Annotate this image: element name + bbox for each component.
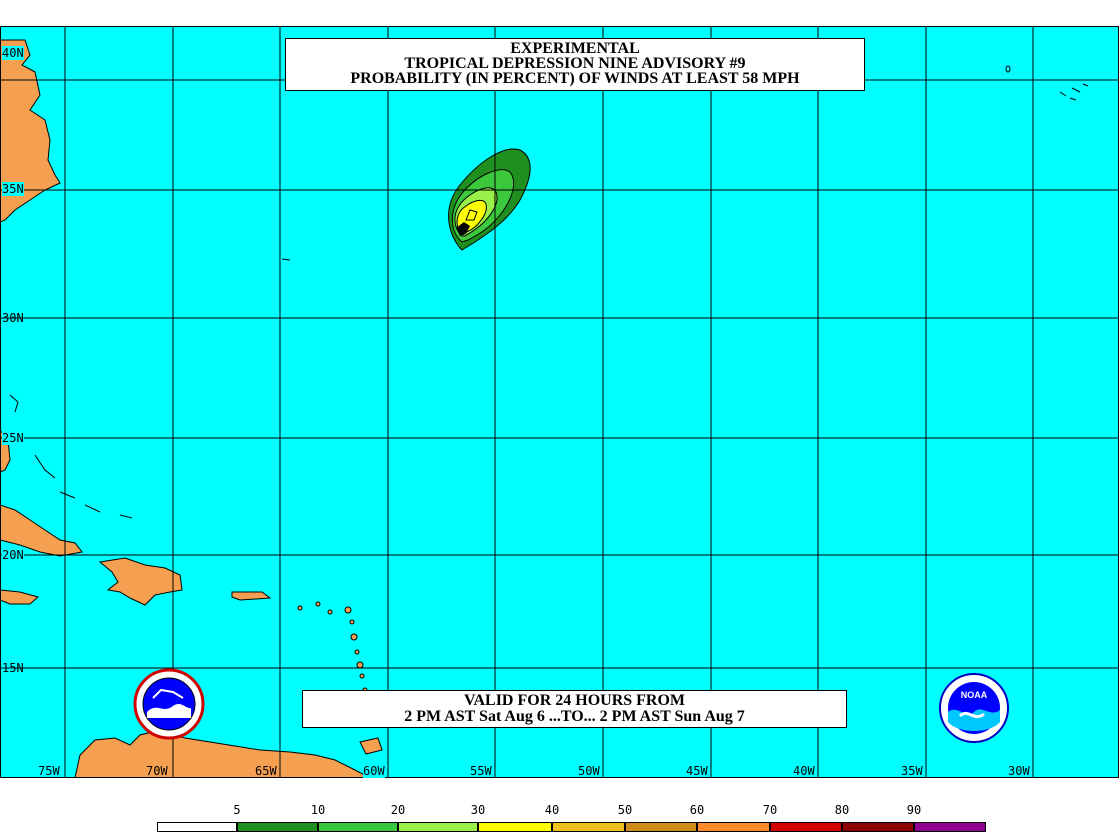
valid-line-1: VALID FOR 24 HOURS FROM (463, 692, 686, 709)
contour-50 (465, 209, 478, 221)
noaa-logo-text: NOAA (961, 690, 988, 700)
land-bahamas (9, 394, 133, 519)
land-trinidad (359, 737, 383, 755)
scale-label-30: 30 (470, 803, 486, 817)
contour-60 (456, 222, 470, 236)
valid-period-box: VALID FOR 24 HOURS FROM 2 PM AST Sat Aug… (302, 690, 847, 728)
noaa-logo: NOAA (939, 673, 1009, 743)
lat-label-20n: 20N (2, 548, 24, 562)
lat-label-25n: 25N (2, 431, 24, 445)
color-scale-segment (552, 822, 625, 832)
title-line-3: PROBABILITY (IN PERCENT) OF WINDS AT LEA… (350, 70, 800, 87)
color-scale-segment (318, 822, 398, 832)
scale-label-20: 20 (390, 803, 406, 817)
lat-label-35n: 35N (2, 182, 24, 196)
land-bermuda (281, 258, 291, 261)
color-scale-segment (770, 822, 842, 832)
color-scale-segment (842, 822, 914, 832)
color-scale-segment (914, 822, 986, 832)
scale-label-10: 10 (310, 803, 326, 817)
land-hispaniola (98, 557, 183, 606)
title-line-2: TROPICAL DEPRESSION NINE ADVISORY #9 (404, 55, 746, 72)
color-scale-segment (398, 822, 478, 832)
lon-label-35w: 35W (901, 764, 923, 778)
lon-label-75w: 75W (38, 764, 60, 778)
nws-logo (133, 668, 205, 740)
title-box: EXPERIMENTAL TROPICAL DEPRESSION NINE AD… (285, 38, 865, 91)
map-canvas (0, 26, 1119, 778)
probability-contours (448, 148, 531, 251)
lon-label-40w: 40W (793, 764, 815, 778)
scale-label-50: 50 (617, 803, 633, 817)
lon-label-55w: 55W (470, 764, 492, 778)
color-scale-segment (697, 822, 770, 832)
color-scale-segment (237, 822, 318, 832)
land-south-america (74, 729, 371, 778)
scale-label-90: 90 (906, 803, 922, 817)
lat-label-30n: 30N (2, 311, 24, 325)
lon-label-45w: 45W (686, 764, 708, 778)
lon-label-70w: 70W (146, 764, 168, 778)
land-jamaica (0, 589, 40, 605)
valid-line-2: 2 PM AST Sat Aug 6 ...TO... 2 PM AST Sun… (404, 708, 745, 725)
scale-label-40: 40 (544, 803, 560, 817)
land-puerto-rico (231, 591, 272, 601)
lon-label-50w: 50W (578, 764, 600, 778)
ocean (0, 26, 1119, 778)
scale-label-70: 70 (762, 803, 778, 817)
lon-label-30w: 30W (1008, 764, 1030, 778)
title-line-1: EXPERIMENTAL (510, 40, 640, 57)
land-azores (1005, 65, 1089, 101)
lat-label-40n: 40N (2, 46, 24, 60)
scale-label-80: 80 (834, 803, 850, 817)
color-scale-segment (157, 822, 237, 832)
scale-label-60: 60 (689, 803, 705, 817)
color-scale-segment (625, 822, 697, 832)
lon-label-60w: 60W (363, 764, 385, 778)
lon-label-65w: 65W (255, 764, 277, 778)
scale-label-5: 5 (233, 803, 241, 817)
land-cuba (0, 504, 83, 557)
color-scale-segment (478, 822, 552, 832)
land-us-east-coast (0, 39, 61, 223)
lat-label-15n: 15N (2, 661, 24, 675)
